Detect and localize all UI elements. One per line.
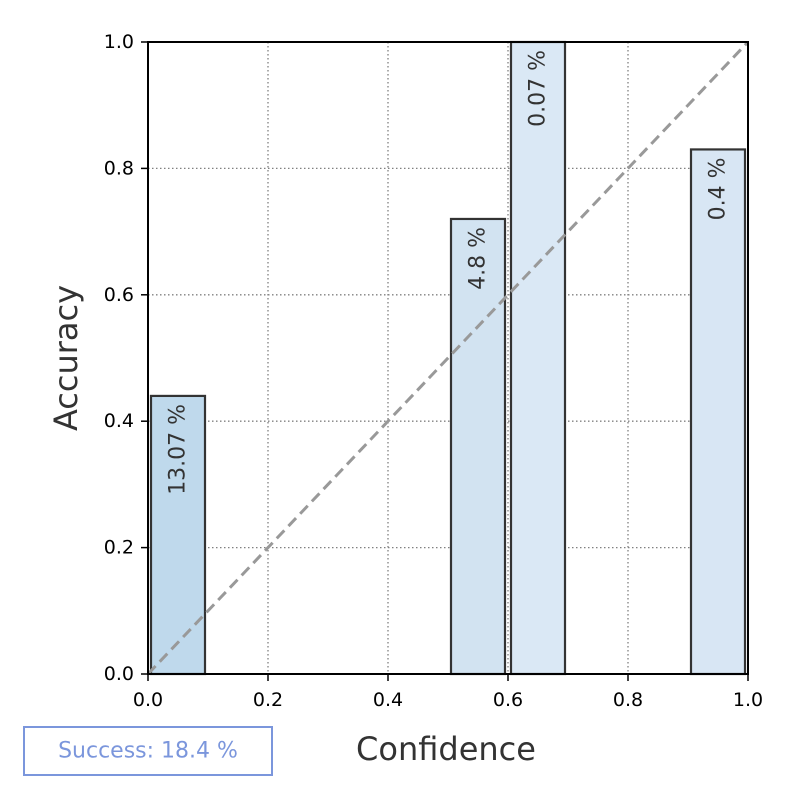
y-tick-label: 0.0 bbox=[104, 663, 134, 685]
success-box-frame bbox=[23, 726, 273, 776]
bar-3 bbox=[689, 148, 747, 676]
x-axis-label: Confidence bbox=[356, 730, 536, 768]
y-tick-label: 0.6 bbox=[104, 284, 134, 306]
y-axis-ticks: 0.0 0.2 0.4 0.6 0.8 1.0 bbox=[104, 31, 148, 685]
y-axis-label: Accuracy bbox=[47, 285, 85, 431]
bar-2 bbox=[509, 40, 567, 676]
x-axis-ticks: 0.0 0.2 0.4 0.6 0.8 1.0 bbox=[133, 674, 763, 711]
x-tick-label: 0.0 bbox=[133, 689, 163, 711]
success-box: Success: 18.4 % bbox=[23, 726, 273, 776]
x-tick-label: 0.4 bbox=[373, 689, 403, 711]
y-tick-label: 0.2 bbox=[104, 537, 134, 559]
perfect-calibration-line bbox=[146, 40, 750, 676]
y-tick-label: 0.4 bbox=[104, 410, 134, 432]
plot-frame bbox=[147, 41, 749, 675]
x-tick-label: 1.0 bbox=[733, 689, 763, 711]
y-tick-label: 0.8 bbox=[104, 157, 134, 179]
success-text: Success: 18.4 % bbox=[58, 739, 238, 764]
bar-label-2: 0.07 % bbox=[526, 50, 551, 127]
x-tick-label: 0.6 bbox=[493, 689, 523, 711]
x-tick-label: 0.2 bbox=[253, 689, 283, 711]
y-tick-label: 1.0 bbox=[104, 31, 134, 53]
bar-label-1: 4.8 % bbox=[466, 227, 491, 290]
bar-0 bbox=[149, 394, 207, 676]
bar-label-3: 0.4 % bbox=[706, 157, 731, 220]
bars: 13.07 % 4.8 % 0.07 % 0.4 % bbox=[149, 40, 747, 676]
bar-label-0: 13.07 % bbox=[166, 404, 191, 495]
x-tick-label: 0.8 bbox=[613, 689, 643, 711]
